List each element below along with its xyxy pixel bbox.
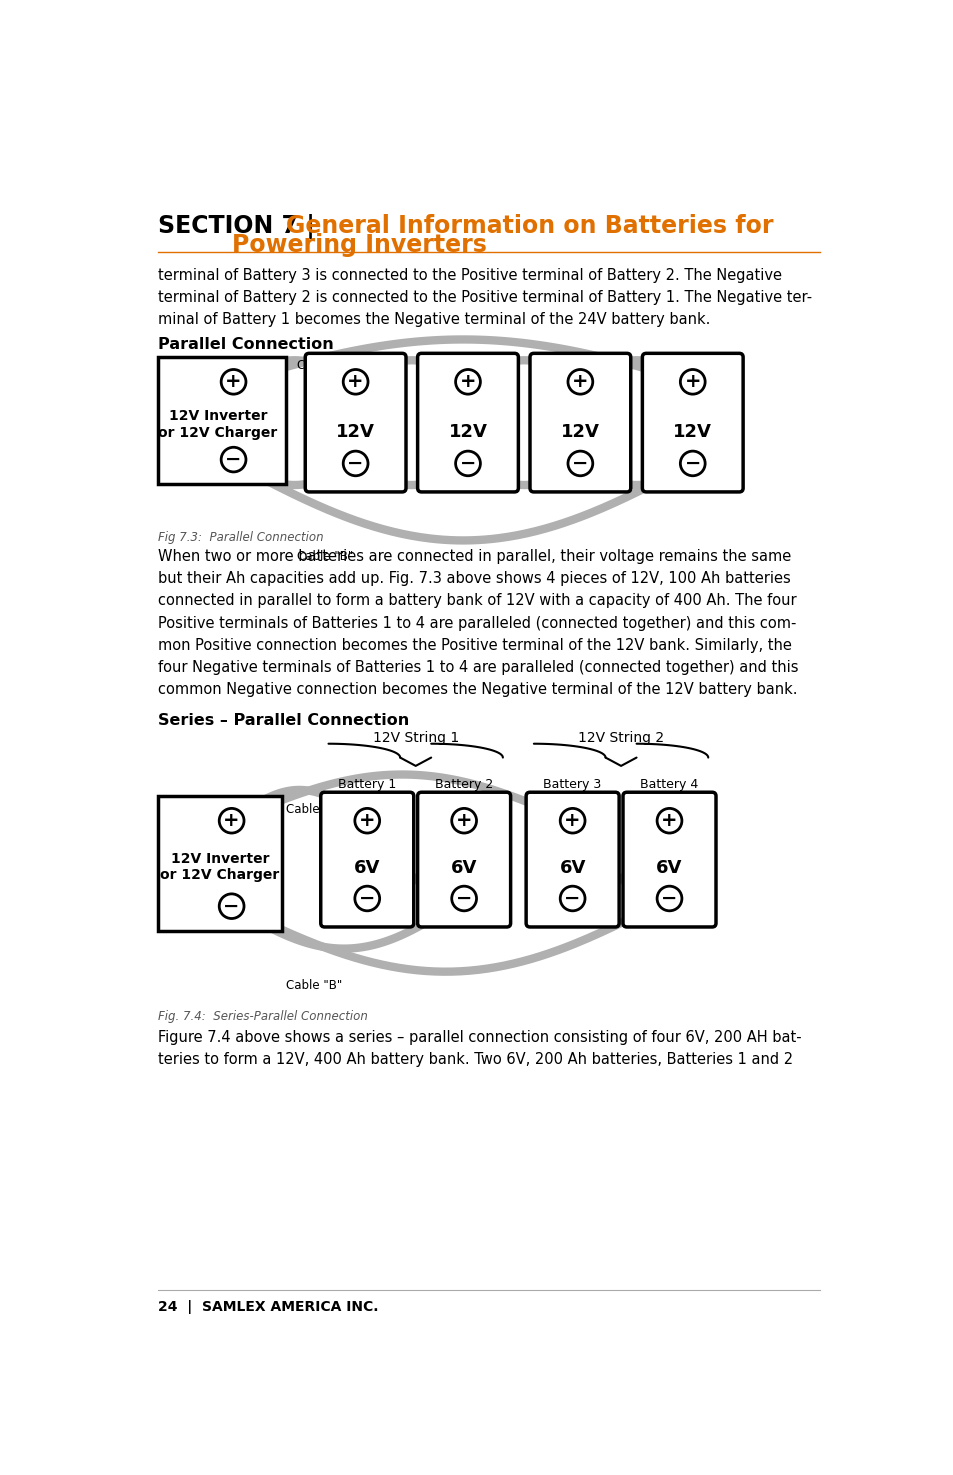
Text: 12V: 12V	[335, 423, 375, 441]
Text: −: −	[225, 450, 241, 469]
Text: Battery 2: Battery 2	[435, 777, 493, 791]
FancyBboxPatch shape	[525, 792, 618, 926]
Text: Battery 1: Battery 1	[337, 777, 395, 791]
Polygon shape	[158, 357, 286, 484]
Circle shape	[221, 447, 246, 472]
FancyBboxPatch shape	[641, 354, 742, 493]
Text: +: +	[456, 811, 472, 830]
Circle shape	[343, 370, 368, 394]
Circle shape	[657, 808, 681, 833]
Text: −: −	[660, 889, 677, 909]
Text: +: +	[459, 372, 476, 391]
Text: SECTION 7 |: SECTION 7 |	[158, 214, 314, 239]
Text: +: +	[225, 372, 241, 391]
Text: Battery 4: Battery 4	[663, 353, 721, 364]
Text: terminal of Battery 3 is connected to the Positive terminal of Battery 2. The Ne: terminal of Battery 3 is connected to th…	[158, 268, 811, 327]
Text: 24  |  SAMLEX AMERICA INC.: 24 | SAMLEX AMERICA INC.	[158, 1299, 378, 1314]
Text: 6V: 6V	[656, 860, 682, 878]
Text: 12V Inverter
or 12V Charger: 12V Inverter or 12V Charger	[160, 853, 279, 882]
Text: −: −	[572, 454, 588, 473]
Text: Battery 3: Battery 3	[543, 777, 601, 791]
Circle shape	[355, 808, 379, 833]
Text: 12V Inverter
or 12V Charger: 12V Inverter or 12V Charger	[158, 410, 277, 440]
Text: 12V: 12V	[673, 423, 712, 441]
Circle shape	[567, 370, 592, 394]
Text: +: +	[684, 372, 700, 391]
Text: Parallel Connection: Parallel Connection	[158, 338, 334, 353]
Text: Battery 4: Battery 4	[639, 777, 698, 791]
Text: 12V: 12V	[560, 423, 599, 441]
Text: Fig 7.3:  Parallel Connection: Fig 7.3: Parallel Connection	[158, 531, 323, 544]
FancyBboxPatch shape	[417, 354, 517, 493]
Text: Battery 1: Battery 1	[326, 353, 384, 364]
Circle shape	[456, 451, 480, 476]
Circle shape	[452, 808, 476, 833]
FancyBboxPatch shape	[417, 792, 510, 926]
Circle shape	[343, 451, 368, 476]
Circle shape	[567, 451, 592, 476]
Text: −: −	[684, 454, 700, 473]
Circle shape	[456, 370, 480, 394]
FancyBboxPatch shape	[305, 354, 406, 493]
Circle shape	[355, 886, 379, 910]
FancyBboxPatch shape	[622, 792, 716, 926]
Text: −: −	[456, 889, 472, 909]
Text: Cable "B": Cable "B"	[286, 979, 342, 993]
Text: Cable "A": Cable "A"	[297, 358, 354, 372]
Text: 6V: 6V	[558, 860, 585, 878]
Circle shape	[679, 370, 704, 394]
Text: 12V String 2: 12V String 2	[578, 732, 663, 745]
Circle shape	[559, 886, 584, 910]
Text: 12V: 12V	[448, 423, 487, 441]
Text: +: +	[564, 811, 580, 830]
Text: 12V String 1: 12V String 1	[373, 732, 458, 745]
Polygon shape	[158, 796, 282, 931]
Text: +: +	[358, 811, 375, 830]
Text: Cable "B": Cable "B"	[297, 550, 354, 562]
Circle shape	[219, 808, 244, 833]
Circle shape	[221, 370, 246, 394]
FancyBboxPatch shape	[530, 354, 630, 493]
Circle shape	[679, 451, 704, 476]
Circle shape	[219, 894, 244, 919]
Text: Battery 2: Battery 2	[438, 353, 497, 364]
Text: −: −	[358, 889, 375, 909]
Text: −: −	[459, 454, 476, 473]
Text: −: −	[223, 897, 239, 916]
Text: +: +	[572, 372, 588, 391]
Text: When two or more batteries are connected in parallel, their voltage remains the : When two or more batteries are connected…	[158, 549, 798, 698]
Circle shape	[657, 886, 681, 910]
Text: Powering Inverters: Powering Inverters	[232, 233, 486, 257]
Text: Figure 7.4 above shows a series – parallel connection consisting of four 6V, 200: Figure 7.4 above shows a series – parall…	[158, 1030, 801, 1068]
Text: +: +	[347, 372, 363, 391]
Text: 6V: 6V	[451, 860, 476, 878]
Text: −: −	[564, 889, 580, 909]
Circle shape	[559, 808, 584, 833]
Text: Battery 3: Battery 3	[551, 353, 609, 364]
FancyBboxPatch shape	[320, 792, 414, 926]
Text: −: −	[347, 454, 363, 473]
Text: Series – Parallel Connection: Series – Parallel Connection	[158, 712, 409, 729]
Text: +: +	[223, 811, 239, 830]
Circle shape	[452, 886, 476, 910]
Text: Cable "A": Cable "A"	[286, 802, 341, 816]
Text: 6V: 6V	[354, 860, 380, 878]
Text: Fig. 7.4:  Series-Parallel Connection: Fig. 7.4: Series-Parallel Connection	[158, 1010, 368, 1024]
Text: General Information on Batteries for: General Information on Batteries for	[286, 214, 773, 237]
Text: +: +	[660, 811, 677, 830]
